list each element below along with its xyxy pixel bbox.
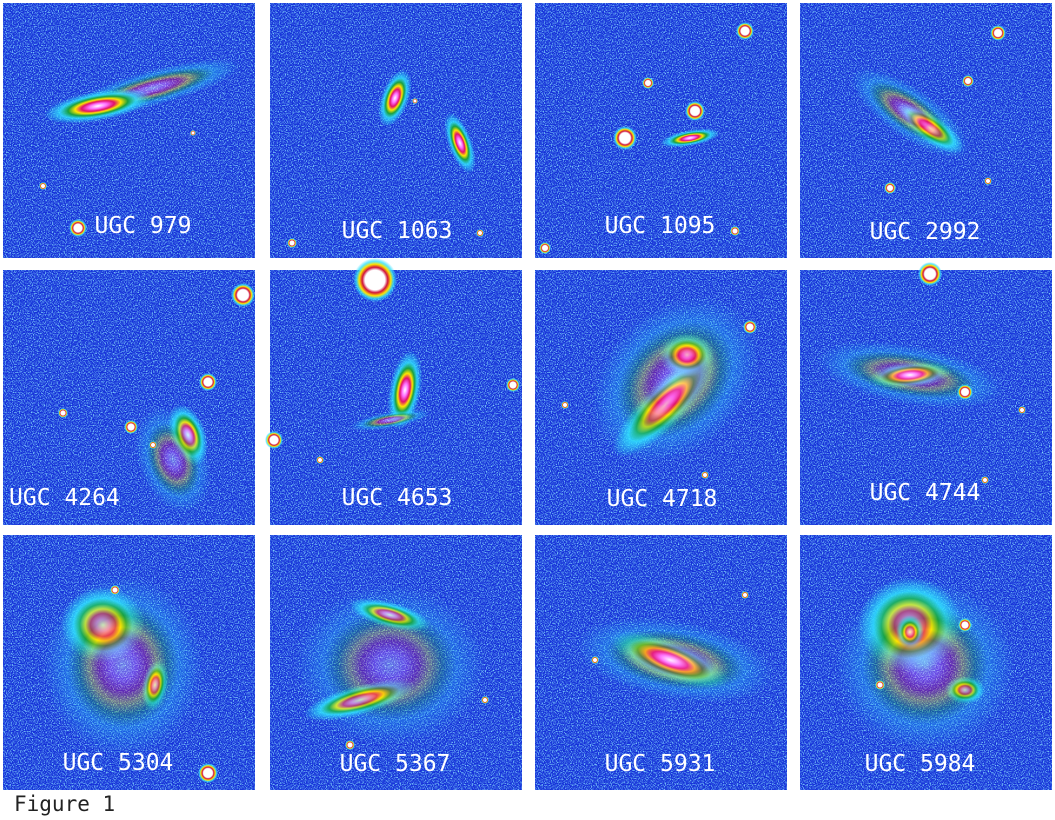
star	[69, 219, 87, 237]
star	[316, 456, 324, 464]
star	[685, 101, 705, 121]
star	[957, 384, 973, 400]
galaxy	[835, 580, 1015, 750]
star	[198, 763, 218, 783]
galaxy	[591, 296, 759, 464]
star	[39, 182, 47, 190]
star	[613, 126, 637, 150]
star	[701, 471, 709, 479]
star	[962, 75, 974, 87]
star	[190, 130, 196, 136]
star	[353, 258, 397, 302]
star	[990, 25, 1006, 41]
galaxy-label: UGC 4264	[9, 485, 120, 511]
galaxy-label: UGC 5931	[605, 751, 716, 777]
image-panel: UGC 2992	[800, 3, 1052, 258]
star	[642, 77, 654, 89]
galaxy-label: UGC 1095	[605, 213, 716, 239]
star	[918, 262, 942, 286]
image-panel: UGC 5984	[800, 535, 1052, 790]
star	[884, 182, 896, 194]
image-panel: UGC 979	[3, 3, 255, 258]
galaxy-label: UGC 2992	[870, 219, 981, 245]
galaxy-label: UGC 4653	[342, 485, 453, 511]
star	[124, 420, 138, 434]
image-panel: UGC 5931	[535, 535, 787, 790]
galaxy-label: UGC 1063	[342, 218, 453, 244]
star	[231, 283, 255, 307]
image-panel: UGC 4718	[535, 270, 787, 525]
figure-caption: Figure 1	[14, 792, 115, 816]
image-panel: UGC 1095	[535, 3, 787, 258]
star	[506, 378, 520, 392]
galaxy	[43, 88, 153, 124]
galaxy	[816, 341, 1004, 409]
star	[730, 226, 740, 236]
star	[345, 740, 355, 750]
galaxy-label: UGC 5304	[63, 750, 174, 776]
image-panel: UGC 1063	[270, 3, 522, 258]
image-panel: UGC 5304	[3, 535, 255, 790]
galaxy-label: UGC 5367	[340, 751, 451, 777]
star	[736, 22, 754, 40]
star	[476, 229, 484, 237]
star	[199, 373, 217, 391]
star	[110, 585, 120, 595]
galaxy	[850, 67, 970, 159]
star	[149, 441, 157, 449]
galaxy	[660, 128, 720, 148]
panel-noise	[535, 3, 787, 258]
star	[743, 320, 757, 334]
star	[981, 476, 989, 484]
galaxy	[43, 575, 203, 755]
star	[265, 431, 283, 449]
star	[1018, 406, 1026, 414]
star	[287, 238, 297, 248]
galaxy-label: UGC 5984	[865, 751, 976, 777]
galaxy	[350, 409, 430, 431]
panel-noise	[270, 3, 522, 258]
image-panel: UGC 4264	[3, 270, 255, 525]
panel-noise	[3, 270, 255, 525]
star	[591, 656, 599, 664]
galaxy	[444, 112, 476, 174]
image-panel: UGC 5367	[270, 535, 522, 790]
galaxy	[378, 69, 412, 127]
star	[412, 98, 418, 104]
star	[58, 408, 68, 418]
star	[958, 618, 972, 632]
galaxy-label: UGC 4718	[607, 486, 718, 512]
star	[539, 242, 551, 254]
galaxy	[295, 585, 485, 745]
panel-noise	[3, 3, 255, 258]
star	[561, 401, 569, 409]
star	[741, 591, 749, 599]
galaxy	[576, 616, 774, 704]
galaxy	[135, 406, 211, 514]
galaxy-label: UGC 4744	[870, 480, 981, 506]
image-panel: UGC 4653	[265, 258, 522, 525]
star	[984, 177, 992, 185]
image-panel: UGC 4744	[800, 262, 1052, 525]
star	[481, 696, 489, 704]
galaxy-label: UGC 979	[95, 213, 192, 239]
star	[875, 680, 885, 690]
